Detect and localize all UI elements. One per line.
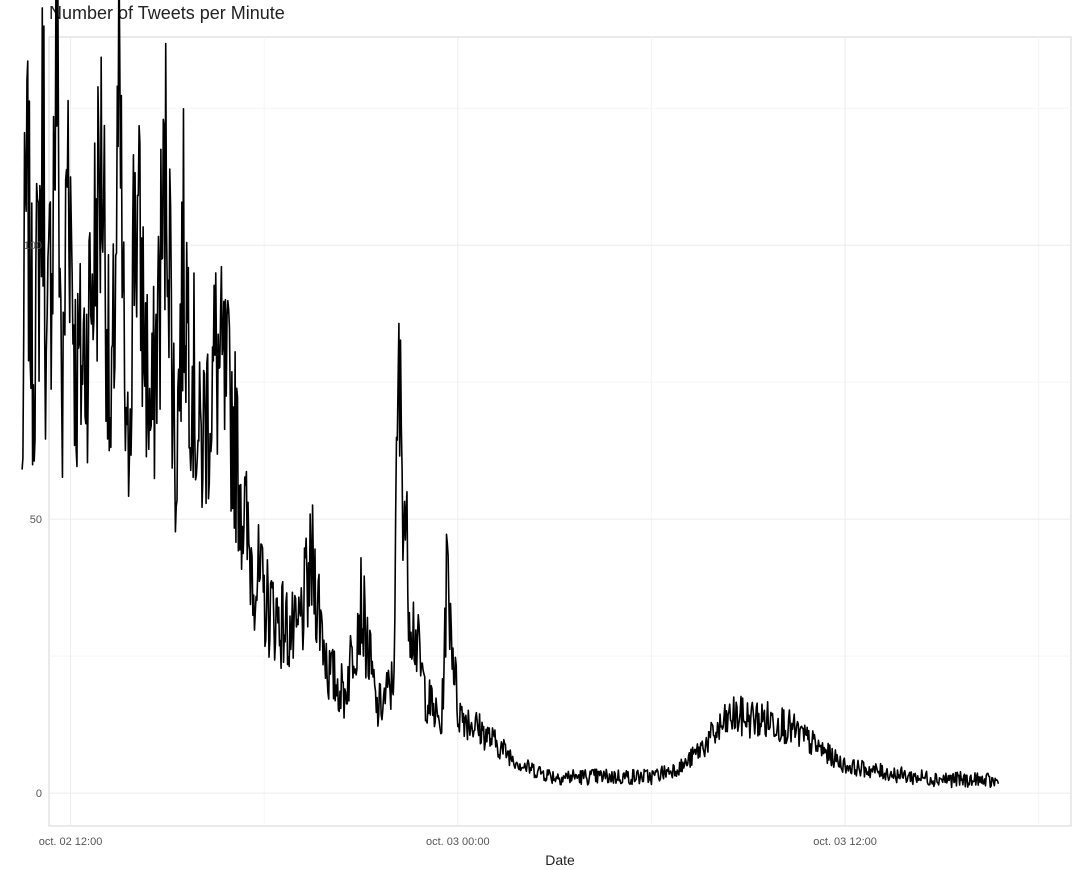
x-tick-label: oct. 03 12:00 [813,836,877,848]
x-tick-label: oct. 02 12:00 [39,836,103,848]
y-tick-label: 50 [30,514,42,526]
x-axis-ticks: oct. 02 12:00 oct. 03 00:00 oct. 03 12:00 [39,836,877,848]
y-tick-label: 0 [36,788,42,800]
x-axis-title: Date [545,852,575,868]
series-layer [21,0,1000,789]
y-tick-label: 100 [24,240,42,252]
y-axis-ticks: 0 50 100 [24,240,42,800]
x-tick-label: oct. 03 00:00 [426,836,490,848]
grid-lines [49,37,1071,826]
series-line-0 [21,0,1000,789]
plot-panel [48,36,1072,827]
chart-title: Number of Tweets per Minute [49,3,285,23]
